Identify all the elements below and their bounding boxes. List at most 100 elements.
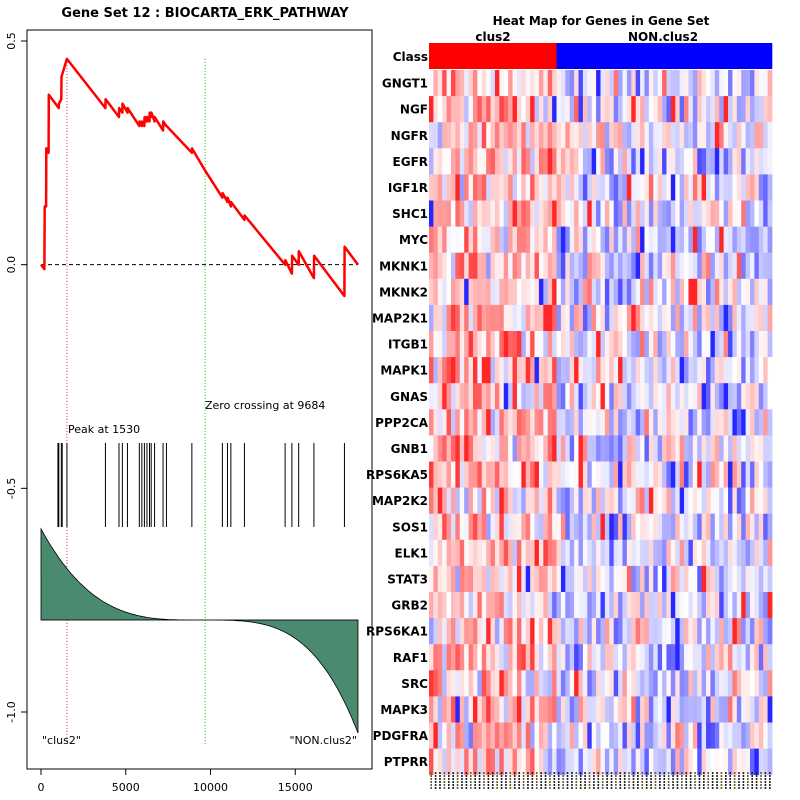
heatmap-cell bbox=[560, 644, 566, 671]
heatmap-cell bbox=[468, 383, 474, 410]
heatmap-cell bbox=[596, 148, 601, 175]
heatmap-cell bbox=[591, 174, 597, 201]
heatmap-cell bbox=[706, 383, 711, 410]
heatmap-cell bbox=[516, 696, 522, 723]
heatmap-cell bbox=[442, 226, 447, 254]
heatmap-cell bbox=[754, 539, 760, 567]
heatmap-cell bbox=[767, 696, 773, 723]
heatmap-cell bbox=[679, 96, 685, 123]
heatmap-cell bbox=[464, 722, 469, 749]
heatmap-cell bbox=[670, 618, 676, 645]
heatmap-cell bbox=[750, 696, 755, 723]
heatmap-cell bbox=[657, 722, 663, 749]
heatmap-cell bbox=[736, 592, 742, 619]
heatmap-cell bbox=[552, 618, 557, 645]
heatmap-cell bbox=[429, 278, 434, 306]
heatmap-cell bbox=[697, 748, 703, 776]
heatmap-cell bbox=[758, 278, 764, 306]
heatmap-cell bbox=[446, 252, 452, 280]
heatmap-cell bbox=[543, 383, 549, 410]
heatmap-cell bbox=[648, 278, 654, 306]
heatmap-cell bbox=[754, 618, 760, 645]
heatmap-cell bbox=[477, 722, 483, 749]
heatmap-cell bbox=[750, 722, 755, 749]
heatmap-cell bbox=[521, 461, 527, 488]
heatmap-cell bbox=[591, 226, 597, 254]
heatmap-cell bbox=[679, 435, 685, 462]
heatmap-cell bbox=[486, 435, 491, 462]
heatmap-cell bbox=[600, 644, 606, 671]
heatmap-cell bbox=[442, 304, 447, 332]
heatmap-cell bbox=[587, 357, 593, 384]
heatmap-cell bbox=[767, 409, 773, 436]
heatmap-cell bbox=[758, 565, 764, 593]
heatmap-cell bbox=[631, 670, 637, 697]
heatmap-cell bbox=[728, 70, 733, 97]
heatmap-cell bbox=[587, 539, 593, 567]
heatmap-cell bbox=[710, 174, 716, 201]
heatmap-cell bbox=[754, 96, 760, 123]
heatmap-cell bbox=[710, 96, 716, 123]
heatmap-cell bbox=[543, 96, 549, 123]
y-tick-label: 0.5 bbox=[5, 32, 18, 50]
heatmap-cell bbox=[446, 670, 452, 697]
heatmap-cell bbox=[662, 748, 667, 776]
heatmap-cell bbox=[464, 331, 469, 358]
heatmap-cell bbox=[512, 304, 518, 332]
heatmap-cell bbox=[679, 722, 685, 749]
heatmap-cell bbox=[486, 722, 491, 749]
heatmap-cell bbox=[754, 122, 760, 149]
heatmap-cell bbox=[763, 435, 769, 462]
heatmap-cell bbox=[508, 409, 513, 436]
heatmap-cell bbox=[534, 383, 540, 410]
heatmap-cell bbox=[494, 331, 500, 358]
heatmap-cell bbox=[618, 304, 623, 332]
heatmap-cell bbox=[648, 644, 654, 671]
heatmap-cell bbox=[442, 565, 447, 593]
heatmap-cell bbox=[741, 357, 747, 384]
heatmap-cell bbox=[653, 513, 659, 541]
heatmap-cell bbox=[648, 748, 654, 776]
heatmap-cell bbox=[556, 618, 562, 645]
heatmap-cell bbox=[446, 435, 452, 462]
heatmap-row bbox=[429, 304, 773, 332]
heatmap-cell bbox=[706, 304, 711, 332]
heatmap-cell bbox=[732, 565, 738, 593]
heatmap-cell bbox=[613, 618, 619, 645]
heatmap-cell bbox=[538, 513, 544, 541]
heatmap-cell bbox=[429, 304, 434, 332]
heatmap-cell bbox=[587, 670, 593, 697]
heatmap-cell bbox=[560, 670, 566, 697]
heatmap-cell bbox=[684, 383, 689, 410]
heatmap-cell bbox=[490, 70, 496, 97]
heatmap-cell bbox=[565, 487, 571, 515]
heatmap-cell bbox=[512, 487, 518, 515]
heatmap-row bbox=[429, 357, 773, 384]
heatmap-cell bbox=[477, 539, 483, 567]
heatmap-cell bbox=[750, 200, 755, 227]
heatmap-cell bbox=[750, 148, 755, 175]
heatmap-cell bbox=[442, 148, 447, 175]
heatmap-cell bbox=[604, 96, 610, 123]
heatmap-cell bbox=[538, 331, 544, 358]
heatmap-cell bbox=[547, 565, 553, 593]
heatmap-cell bbox=[670, 383, 676, 410]
heatmap-cell bbox=[644, 226, 650, 254]
heatmap-cell bbox=[437, 278, 443, 306]
heatmap-cell bbox=[574, 70, 579, 97]
heatmap-cell bbox=[437, 487, 443, 515]
heatmap-cell bbox=[600, 409, 606, 436]
y-tick-label: -1.0 bbox=[5, 701, 18, 722]
heatmap-cell bbox=[604, 696, 610, 723]
heatmap-cell bbox=[499, 748, 505, 776]
heatmap-cell bbox=[697, 592, 703, 619]
heatmap-cell bbox=[596, 539, 601, 567]
heatmap-cell bbox=[640, 435, 645, 462]
heatmap-cell bbox=[719, 565, 725, 593]
heatmap-cell bbox=[728, 148, 733, 175]
heatmap-cell bbox=[556, 696, 562, 723]
heatmap-cell bbox=[600, 122, 606, 149]
heatmap-cell bbox=[631, 278, 637, 306]
heatmap-cell bbox=[710, 670, 716, 697]
heatmap-cell bbox=[429, 435, 434, 462]
